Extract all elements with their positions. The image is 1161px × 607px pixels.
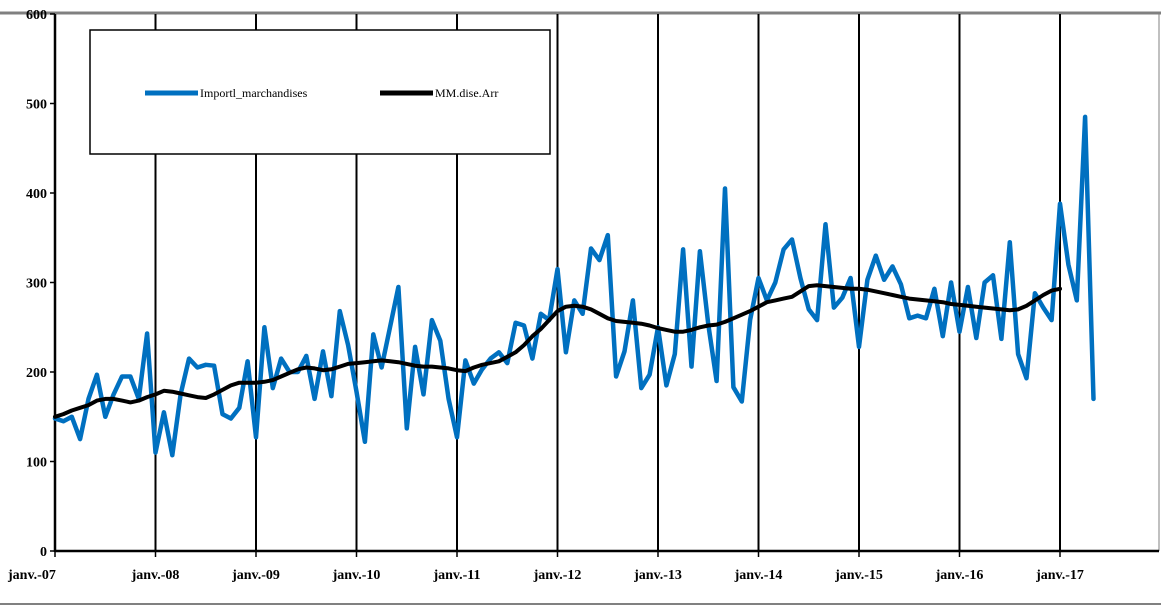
x-tick-label-0: janv.-07 bbox=[7, 568, 56, 583]
x-tick-label-8: janv.-15 bbox=[834, 568, 883, 583]
y-tick-label-300: 300 bbox=[26, 277, 47, 292]
x-tick-label-2: janv.-09 bbox=[231, 568, 280, 583]
y-tick-label-0: 0 bbox=[40, 545, 47, 560]
legend-label-1: MM.dise.Arr bbox=[435, 86, 498, 100]
y-tick-label-600: 600 bbox=[26, 8, 47, 23]
x-tick-label-3: janv.-10 bbox=[332, 568, 381, 583]
x-tick-label-4: janv.-11 bbox=[432, 568, 480, 583]
series-line-0 bbox=[52, 114, 1096, 458]
y-tick-label-500: 500 bbox=[26, 98, 47, 113]
y-axis-ticks: 0 100 200 300 400 500 600 bbox=[26, 8, 55, 560]
y-tick-label-100: 100 bbox=[26, 456, 47, 471]
legend: Importl_marchandises MM.dise.Arr bbox=[89, 29, 551, 155]
series-lines bbox=[52, 114, 1096, 458]
y-tick-label-200: 200 bbox=[26, 366, 47, 381]
x-tick-label-1: janv.-08 bbox=[131, 568, 180, 583]
x-tick-label-5: janv.-12 bbox=[533, 568, 582, 583]
x-axis-ticks: janv.-07 janv.-08 janv.-09 janv.-10 janv.-11… bbox=[7, 551, 1084, 583]
x-tick-label-6: janv.-13 bbox=[633, 568, 682, 583]
x-tick-label-10: janv.-17 bbox=[1035, 568, 1084, 583]
legend-label-0: Importl_marchandises bbox=[200, 86, 308, 100]
series-line-1 bbox=[53, 283, 1062, 419]
x-tick-label-7: janv.-14 bbox=[734, 568, 783, 583]
x-tick-label-9: janv.-16 bbox=[935, 568, 984, 583]
y-tick-label-400: 400 bbox=[26, 187, 47, 202]
